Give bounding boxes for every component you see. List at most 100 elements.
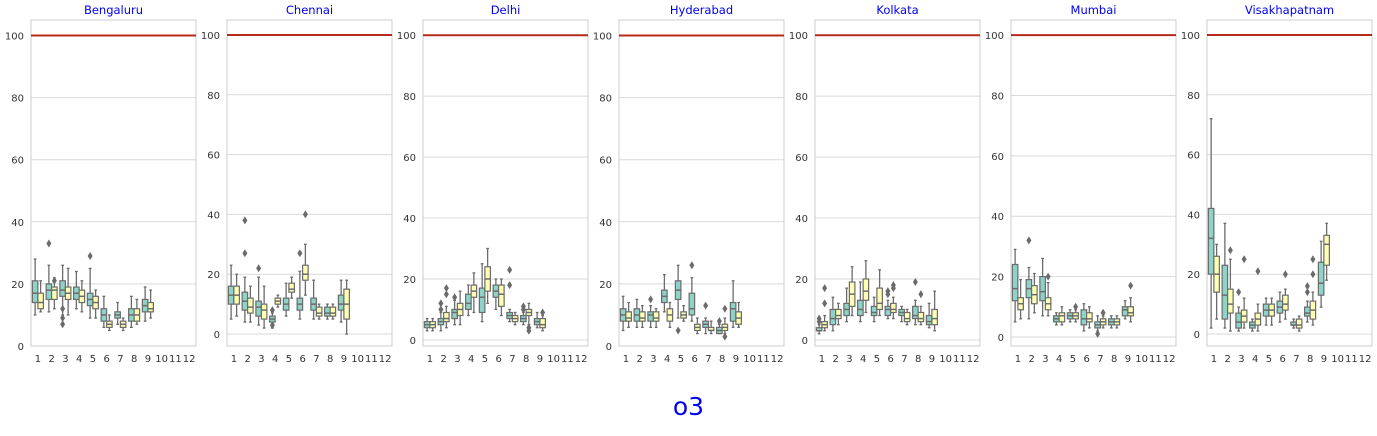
- outlier-point: [1310, 270, 1316, 279]
- x-tick-label: 9: [341, 354, 347, 365]
- box-month-1-a: [227, 264, 235, 320]
- y-tick-label: 80: [403, 92, 416, 103]
- box-body: [931, 308, 938, 326]
- outlier-point: [689, 261, 695, 270]
- panel-frame: [1206, 19, 1373, 347]
- y-tick-label: 80: [11, 94, 24, 105]
- box-body: [37, 292, 44, 310]
- box-month-2-b: [443, 284, 450, 329]
- box-month-3-b: [260, 285, 268, 329]
- x-tick-label: 9: [1125, 354, 1131, 365]
- box-month-7-b: [903, 308, 911, 326]
- panel-frame: [618, 19, 785, 347]
- x-tick-label: 7: [1097, 354, 1103, 365]
- x-tick-label: 8: [523, 354, 529, 365]
- box-month-2-a: [45, 239, 53, 313]
- box-body: [917, 311, 925, 323]
- box-month-3-b: [652, 308, 660, 329]
- x-tick-label: 9: [537, 354, 543, 365]
- box-body: [1304, 306, 1311, 317]
- x-tick-label: 10: [1135, 354, 1148, 365]
- y-tick-label: 60: [599, 156, 612, 167]
- outlier-point: [507, 281, 513, 290]
- outlier-point: [912, 278, 918, 287]
- box-body: [451, 308, 458, 320]
- box-month-7-a: [702, 301, 709, 335]
- x-tick-label: 6: [1083, 354, 1089, 365]
- y-tick-label: 60: [11, 156, 24, 167]
- box-month-3-a: [255, 264, 262, 326]
- box-month-4-a: [1249, 318, 1256, 332]
- x-tick-label: 2: [1224, 354, 1230, 365]
- box-month-9-b: [735, 301, 742, 329]
- outlier-point: [269, 321, 275, 330]
- y-tick-label: 0: [1194, 330, 1200, 341]
- box-month-2-a: [829, 296, 837, 332]
- box-body: [337, 294, 345, 311]
- box-month-5-a: [1066, 309, 1074, 323]
- y-tick-label: 60: [991, 152, 1004, 163]
- x-tick-label: 9: [145, 354, 151, 365]
- box-body: [688, 292, 696, 316]
- box-month-2-a: [1221, 222, 1229, 329]
- outlier-point: [1304, 282, 1310, 291]
- y-tick-label: 0: [998, 333, 1004, 344]
- box-month-4-b: [1058, 306, 1066, 326]
- x-tick-label: 7: [509, 354, 515, 365]
- x-tick-label: 10: [1331, 354, 1344, 365]
- x-tick-label: 11: [1345, 354, 1358, 365]
- x-tick-label: 2: [244, 354, 250, 365]
- box-body: [639, 311, 646, 322]
- box-month-5-b: [484, 247, 491, 304]
- box-body: [876, 287, 883, 311]
- y-tick-label: 0: [18, 342, 24, 353]
- box-month-7-b: [1099, 308, 1107, 329]
- y-tick-label: 80: [207, 91, 220, 102]
- box-month-5-a: [282, 282, 290, 317]
- box-body: [1080, 309, 1088, 326]
- outlier-point: [816, 314, 822, 323]
- y-tick-label: 80: [599, 94, 612, 105]
- box-body: [498, 284, 505, 307]
- box-body: [870, 305, 878, 317]
- box-month-9-b: [147, 289, 154, 319]
- outlier-point: [256, 264, 262, 273]
- box-month-6-a: [492, 278, 500, 311]
- box-body: [1207, 207, 1215, 275]
- x-tick-label: 4: [1252, 354, 1258, 365]
- x-tick-label: 2: [636, 354, 642, 365]
- x-tick-label: 3: [62, 354, 68, 365]
- box-month-9-b: [343, 279, 350, 335]
- outlier-point: [1304, 288, 1310, 297]
- x-tick-label: 2: [48, 354, 54, 365]
- outlier-point: [1310, 255, 1316, 264]
- box-month-3-b: [1240, 255, 1248, 329]
- y-tick-label: 100: [201, 31, 220, 42]
- y-tick-label: 40: [795, 214, 808, 225]
- x-tick-label: 10: [547, 354, 560, 365]
- x-tick-label: 7: [117, 354, 123, 365]
- box-body: [829, 308, 837, 326]
- box-body: [288, 282, 295, 293]
- panel-frame: [814, 19, 981, 347]
- box-month-7-b: [707, 320, 715, 335]
- y-tick-label: 80: [1187, 91, 1200, 102]
- box-month-3-a: [843, 287, 850, 323]
- box-month-9-b: [539, 308, 546, 332]
- box-month-8-a: [1108, 315, 1115, 329]
- x-tick-label: 1: [623, 354, 629, 365]
- box-month-4-a: [465, 284, 472, 317]
- y-tick-label: 20: [599, 280, 612, 291]
- x-tick-label: 7: [1293, 354, 1299, 365]
- x-tick-label: 4: [76, 354, 82, 365]
- box-body: [1323, 234, 1330, 266]
- outlier-point: [1045, 272, 1051, 281]
- box-body: [1127, 306, 1134, 317]
- y-tick-label: 100: [1181, 31, 1200, 42]
- x-tick-label: 8: [327, 354, 333, 365]
- box-month-4-a: [1053, 312, 1060, 326]
- y-tick-label: 100: [593, 32, 612, 43]
- y-tick-label: 80: [795, 92, 808, 103]
